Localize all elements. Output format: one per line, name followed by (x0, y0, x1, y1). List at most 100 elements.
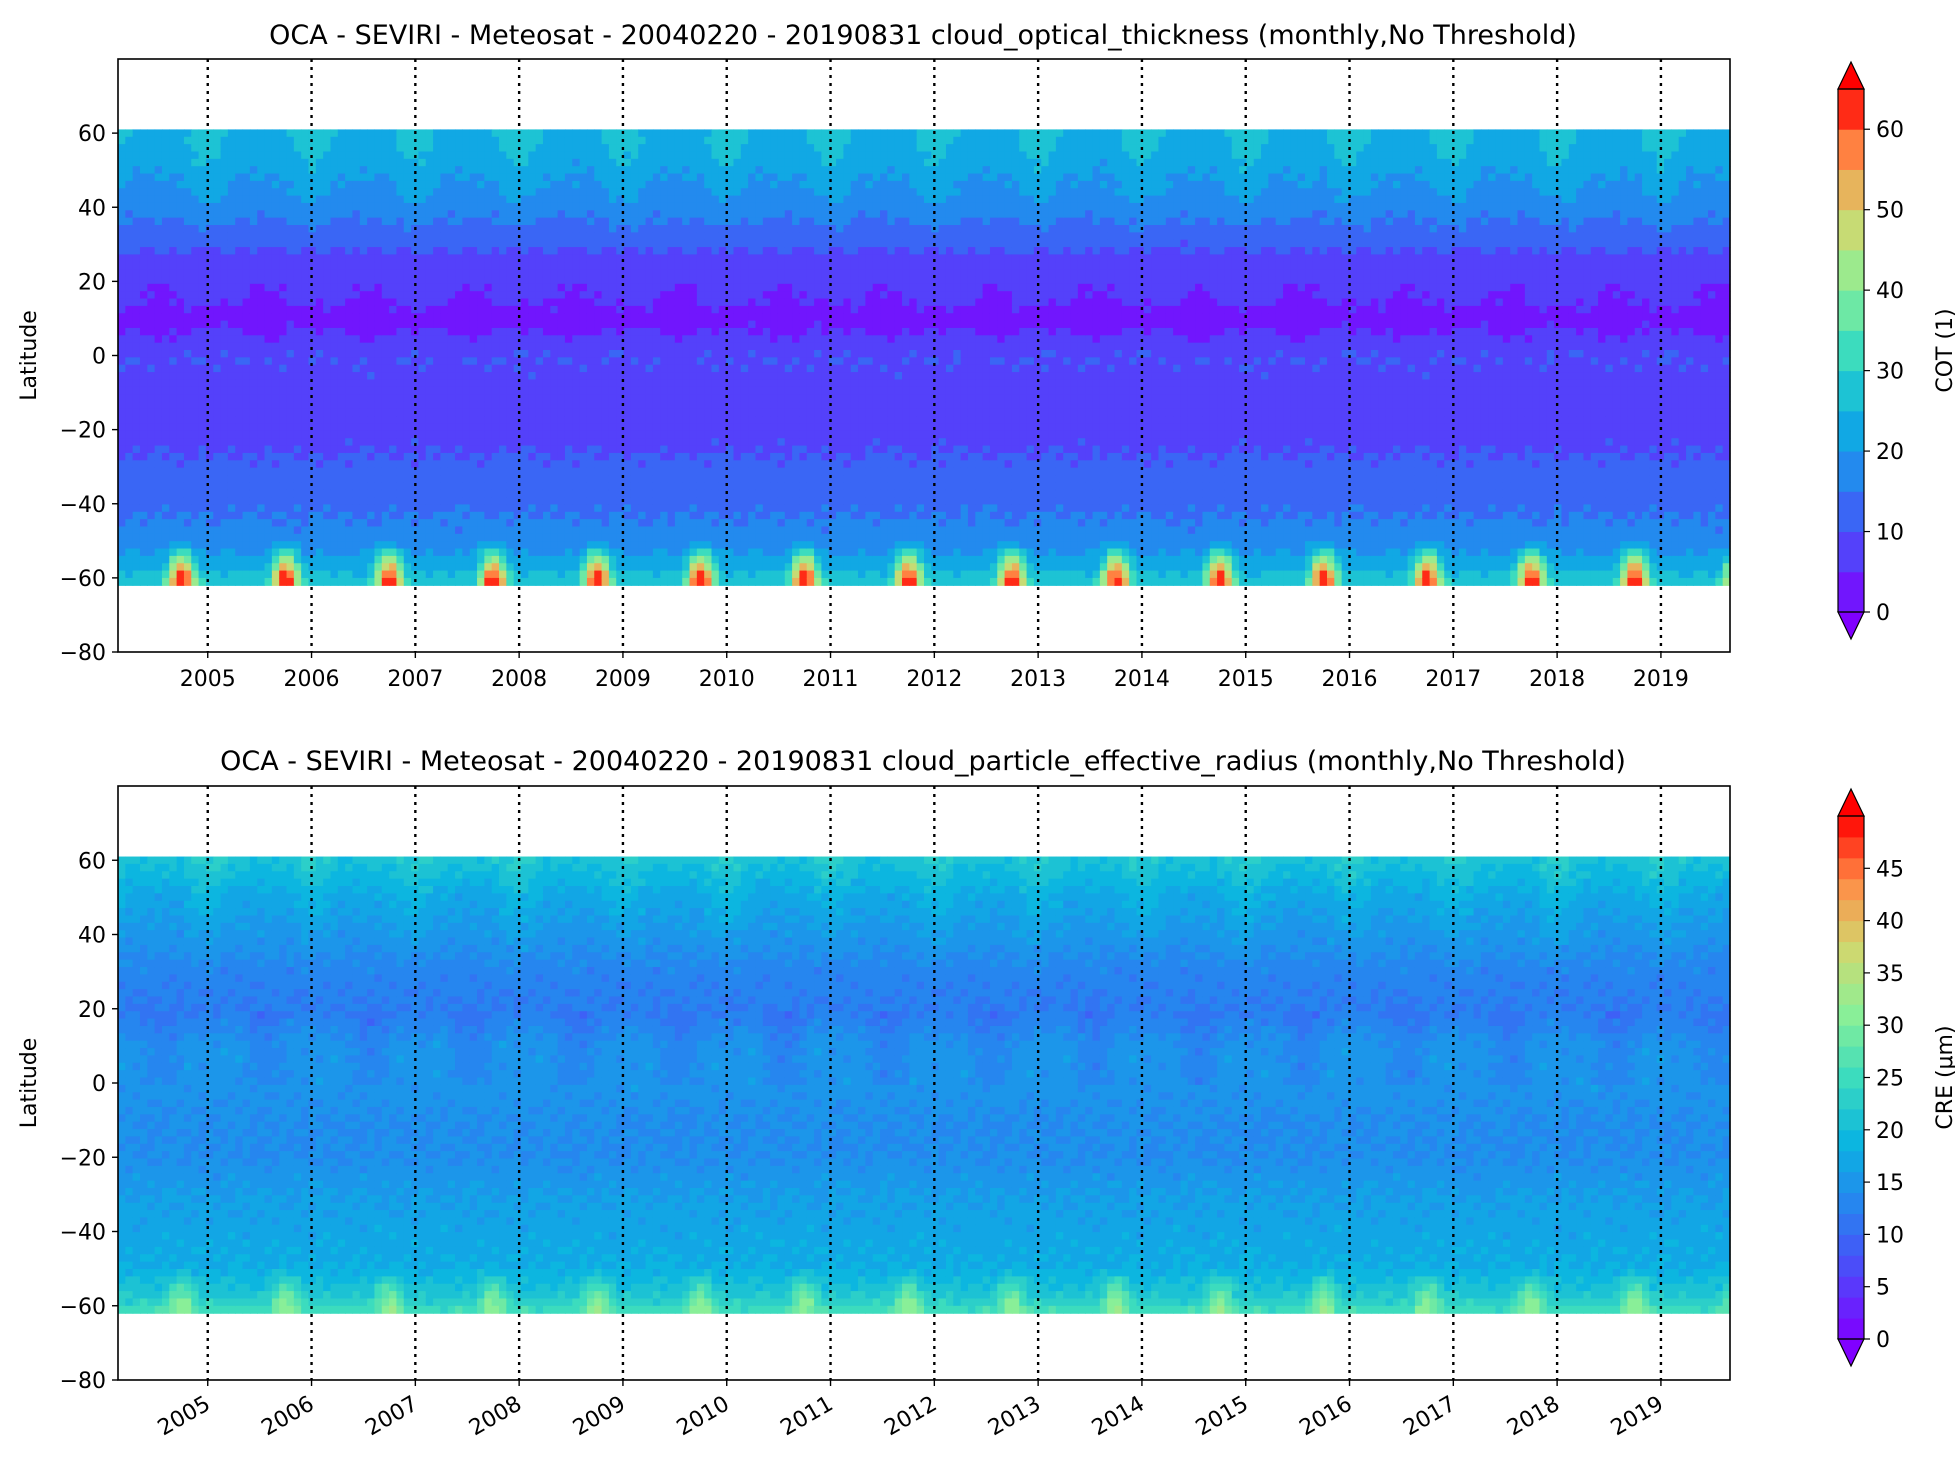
heatmap-cell (147, 445, 156, 454)
heatmap-cell (337, 504, 346, 513)
heatmap-cell (638, 364, 647, 373)
heatmap-cell (139, 342, 148, 351)
heatmap-cell (227, 320, 236, 329)
heatmap-cell (623, 210, 632, 219)
heatmap-cell (367, 526, 376, 535)
heatmap-cell (696, 408, 705, 417)
heatmap-cell (433, 166, 441, 175)
heatmap-cell (630, 386, 639, 395)
heatmap-cell (220, 555, 229, 564)
heatmap-cell (249, 261, 258, 270)
heatmap-cell (249, 180, 258, 189)
heatmap-cell (521, 210, 529, 219)
heatmap-cell (367, 519, 376, 528)
heatmap-cell (345, 151, 354, 160)
heatmap-cell (682, 489, 691, 498)
heatmap-cell (323, 357, 332, 366)
heatmap-cell (359, 423, 368, 432)
heatmap-cell (345, 195, 354, 204)
heatmap-cell (293, 570, 302, 579)
heatmap-cell (227, 144, 236, 153)
heatmap-cell (550, 305, 559, 314)
heatmap-cell (667, 144, 676, 153)
heatmap-cell (198, 541, 207, 550)
heatmap-cell (455, 254, 463, 263)
heatmap-cell (271, 467, 280, 476)
heatmap-cell (337, 357, 346, 366)
heatmap-cell (227, 298, 236, 307)
heatmap-cell (345, 475, 354, 483)
heatmap-cell (506, 357, 515, 366)
heatmap-cell (286, 247, 295, 256)
heatmap-cell (330, 188, 339, 197)
heatmap-cell (154, 489, 163, 498)
heatmap-cell (586, 482, 595, 491)
heatmap-cell (242, 357, 251, 366)
heatmap-cell (660, 394, 669, 403)
heatmap-cell (418, 548, 427, 557)
heatmap-cell (359, 548, 368, 557)
heatmap-cell (491, 217, 500, 226)
heatmap-cell (542, 394, 551, 403)
heatmap-cell (542, 254, 551, 263)
heatmap-cell (521, 460, 529, 469)
heatmap-cell (330, 386, 339, 395)
heatmap-cell (499, 519, 507, 528)
heatmap-cell (645, 320, 654, 329)
heatmap-cell (601, 541, 610, 550)
heatmap-cell (462, 136, 471, 145)
heatmap-cell (403, 173, 412, 182)
heatmap-cell (389, 438, 398, 447)
heatmap-cell (403, 188, 412, 197)
heatmap-cell (638, 247, 647, 256)
heatmap-cell (564, 291, 573, 300)
heatmap-cell (389, 342, 398, 351)
heatmap-cell (652, 327, 661, 336)
heatmap-cell (323, 475, 332, 483)
heatmap-cell (491, 195, 500, 204)
heatmap-cell (542, 335, 551, 344)
heatmap-cell (630, 541, 639, 550)
heatmap-cell (264, 394, 273, 403)
heatmap-cell (469, 217, 478, 226)
heatmap-cell (674, 489, 683, 498)
heatmap-cell (286, 541, 295, 550)
heatmap-cell (161, 526, 170, 535)
heatmap-cell (359, 555, 368, 564)
heatmap-cell (264, 416, 273, 425)
heatmap-cell (696, 261, 705, 270)
heatmap-cell (205, 430, 214, 439)
heatmap-cell (374, 379, 383, 388)
heatmap-cell (352, 335, 361, 344)
heatmap-cell (286, 364, 295, 373)
heatmap-cell (257, 327, 266, 336)
heatmap-cell (462, 497, 471, 505)
heatmap-cell (682, 372, 691, 381)
heatmap-cell (542, 195, 551, 204)
heatmap-cell (521, 144, 529, 153)
heatmap-cell (455, 489, 463, 498)
heatmap-cell (359, 482, 368, 491)
heatmap-cell (367, 372, 376, 381)
heatmap-cell (242, 386, 251, 395)
heatmap-cell (674, 136, 683, 145)
heatmap-cell (235, 555, 244, 564)
heatmap-cell (279, 232, 288, 241)
heatmap-cell (455, 129, 463, 138)
heatmap-cell (198, 335, 207, 344)
heatmap-cell (469, 489, 478, 498)
heatmap-cell (411, 350, 420, 358)
heatmap-cell (660, 239, 669, 248)
heatmap-cell (499, 335, 507, 344)
heatmap-cell (477, 327, 485, 336)
heatmap-cell (198, 136, 207, 145)
heatmap-cell (154, 467, 163, 476)
heatmap-cell (198, 188, 207, 197)
heatmap-cell (161, 372, 170, 381)
heatmap-cell (564, 195, 573, 204)
heatmap-cell (455, 225, 463, 233)
heatmap-cell (433, 394, 441, 403)
heatmap-cell (257, 225, 266, 233)
heatmap-cell (506, 482, 515, 491)
heatmap-cell (293, 497, 302, 505)
